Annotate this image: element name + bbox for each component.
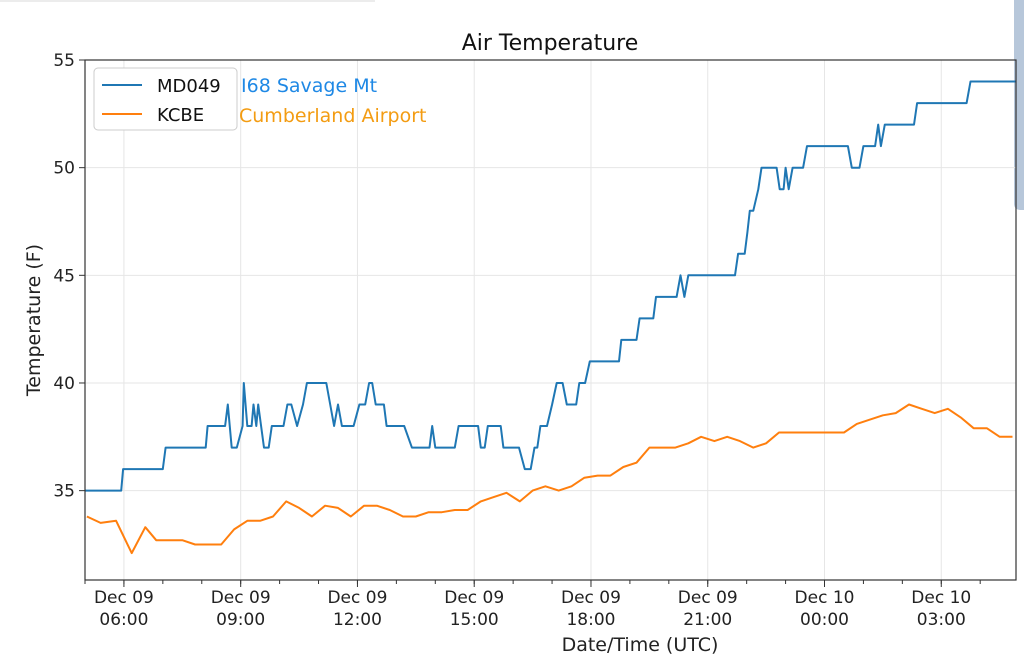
y-tick-label: 35 <box>53 482 75 502</box>
x-tick-label-time: 12:00 <box>333 610 382 630</box>
x-tick-label-date: Dec 09 <box>678 588 738 608</box>
x-tick-label-date: Dec 10 <box>911 588 971 608</box>
x-axis-label: Date/Time (UTC) <box>562 634 719 656</box>
x-tick-label-date: Dec 09 <box>444 588 504 608</box>
legend: MD049 KCBE <box>93 67 238 131</box>
chart-title: Air Temperature <box>462 31 639 56</box>
series-lines <box>85 80 1016 555</box>
series-line-md049 <box>85 80 1016 492</box>
y-axis-label: Temperature (F) <box>23 244 45 397</box>
legend-label-md049: MD049 <box>157 76 221 97</box>
x-tick-label-date: Dec 09 <box>561 588 621 608</box>
annotation-cumberland-airport: Cumberland Airport <box>239 105 426 127</box>
top-divider <box>0 0 375 2</box>
x-tick-label-date: Dec 10 <box>795 588 855 608</box>
series-line-kcbe <box>86 403 1013 555</box>
y-axis-ticks: 35 40 45 50 55 <box>53 51 85 502</box>
plot-frame <box>84 59 1017 581</box>
x-tick-label-time: 00:00 <box>800 610 849 630</box>
y-tick-label: 50 <box>53 159 75 179</box>
x-tick-label-time: 21:00 <box>683 610 732 630</box>
y-tick-label: 45 <box>53 266 75 286</box>
x-tick-label-date: Dec 09 <box>94 588 154 608</box>
x-tick-label-time: 06:00 <box>99 610 148 630</box>
y-tick-label: 40 <box>53 374 75 394</box>
side-panel-edge[interactable] <box>1014 0 1024 210</box>
x-tick-label-time: 18:00 <box>566 610 615 630</box>
legend-label-kcbe: KCBE <box>157 105 204 126</box>
y-tick-label: 55 <box>53 51 75 71</box>
x-tick-label-date: Dec 09 <box>327 588 387 608</box>
x-tick-label-time: 15:00 <box>450 610 499 630</box>
annotation-savage-mt: I68 Savage Mt <box>241 75 377 97</box>
x-tick-label-date: Dec 09 <box>211 588 271 608</box>
x-tick-label-time: 09:00 <box>216 610 265 630</box>
x-tick-label-time: 03:00 <box>917 610 966 630</box>
